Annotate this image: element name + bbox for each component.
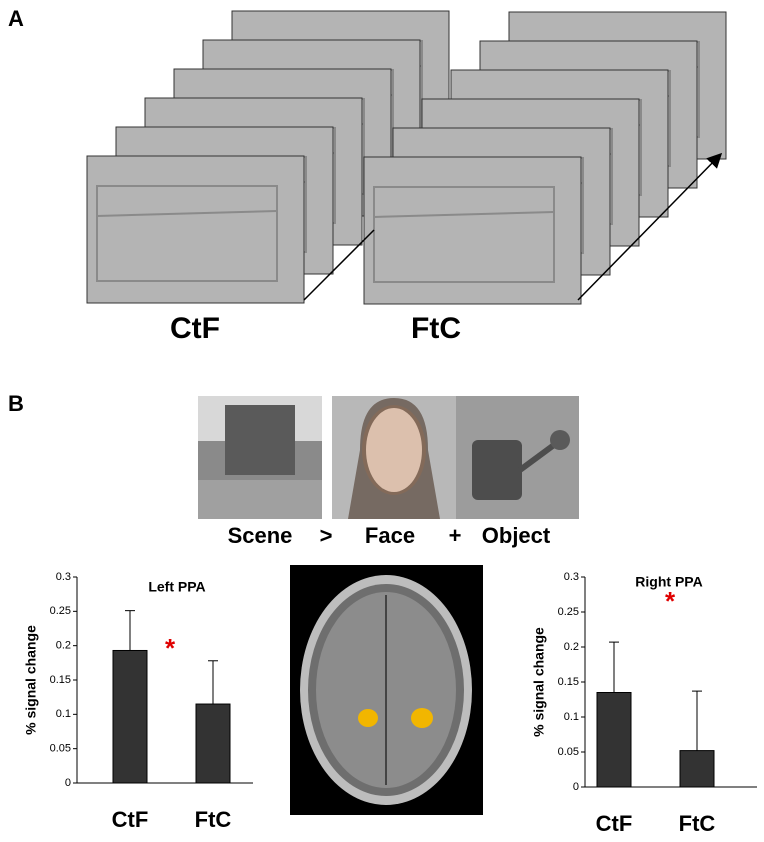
stack-label: CtF: [170, 312, 220, 345]
bar: [679, 750, 715, 788]
face-image: [332, 396, 456, 519]
y-axis-label: % signal change: [531, 627, 547, 737]
y-tick-label: 0.05: [558, 746, 579, 758]
frame-content: [373, 186, 555, 283]
x-tick-label: FtC: [195, 807, 232, 832]
significance-marker: *: [165, 633, 176, 663]
time-arrow: [577, 152, 723, 301]
panel-label: B: [8, 391, 24, 416]
stimulus-stacks: [86, 10, 727, 305]
contrast-term: Object: [482, 523, 551, 548]
panel-label: A: [8, 6, 24, 31]
x-tick-label: FtC: [679, 811, 716, 836]
contrast-term: Face: [365, 523, 415, 548]
scene-image: [198, 396, 322, 519]
y-tick-label: 0.1: [56, 708, 71, 720]
y-tick-label: 0.2: [564, 641, 579, 653]
x-tick-label: CtF: [112, 807, 149, 832]
frame-content: [373, 211, 555, 218]
bar: [195, 703, 231, 784]
frame-content: [96, 185, 278, 282]
stimulus-frame: [86, 155, 305, 304]
y-tick-label: 0.25: [50, 605, 71, 617]
stack-label: FtC: [411, 312, 461, 345]
chart-title: Right PPA: [635, 574, 702, 590]
contrast-operator: +: [449, 523, 462, 548]
x-tick-label: CtF: [596, 811, 633, 836]
y-tick-label: 0.3: [564, 571, 579, 583]
bar: [112, 649, 148, 784]
y-tick-label: 0.15: [558, 676, 579, 688]
y-tick-label: 0.25: [558, 606, 579, 618]
y-tick-label: 0.2: [56, 640, 71, 652]
y-axis-label: % signal change: [23, 625, 39, 735]
brain-image: [290, 565, 483, 815]
time-line: [303, 229, 375, 301]
y-tick-label: 0.1: [564, 711, 579, 723]
object-image: [456, 396, 579, 519]
contrast-term: Scene: [228, 523, 293, 548]
significance-marker: *: [665, 586, 676, 616]
y-tick-label: 0: [65, 777, 71, 789]
contrast-operator: >: [320, 523, 333, 548]
y-tick-label: 0.3: [56, 571, 71, 583]
chart-title: Left PPA: [148, 579, 205, 595]
y-tick-label: 0: [573, 781, 579, 793]
y-tick-label: 0.15: [50, 674, 71, 686]
y-tick-label: 0.05: [50, 743, 71, 755]
stimulus-frame: [363, 156, 582, 305]
frame-content: [96, 210, 278, 217]
bar: [596, 692, 632, 788]
